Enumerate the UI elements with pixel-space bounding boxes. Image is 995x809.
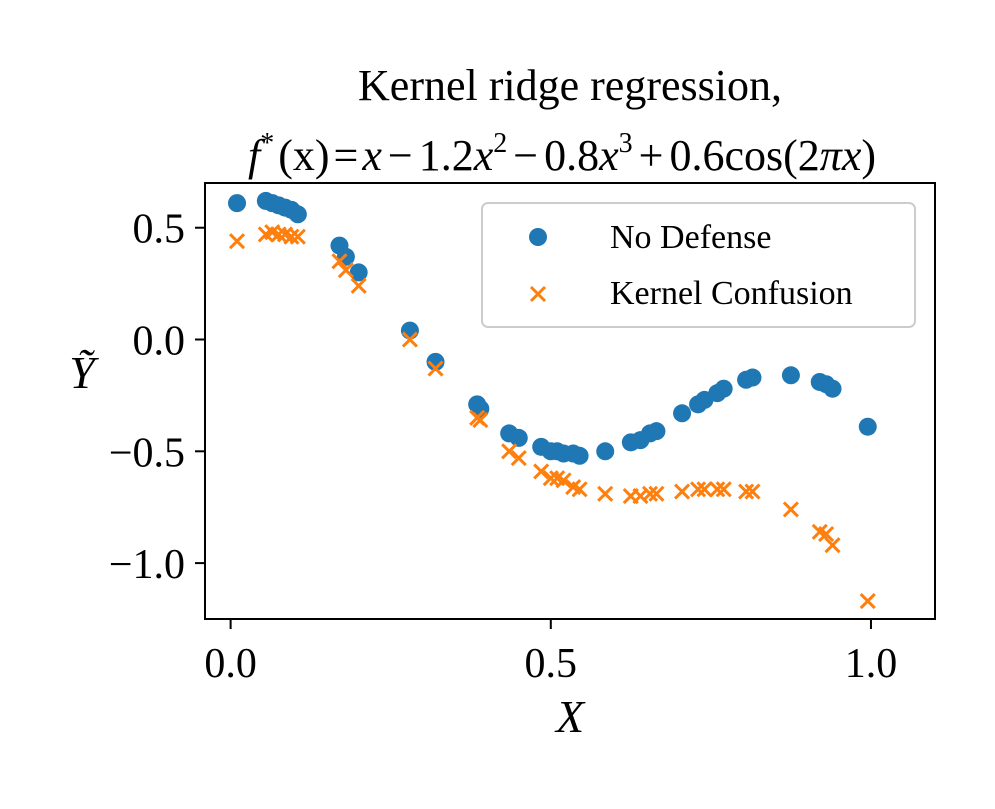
series-0-point-15 [510, 429, 528, 447]
formula-var3: x [598, 131, 619, 180]
formula-coef2: 1.2 [419, 131, 474, 180]
formula-var2: x [473, 131, 494, 180]
chart-subtitle-formula: f*(x)=x −1.2x2−0.8x3 +0.6cos(2πx) [248, 128, 876, 180]
series-0-point-10 [401, 322, 419, 340]
series-1-point-22 [598, 487, 612, 501]
legend-label-kernel-confusion: Kernel Confusion [610, 275, 853, 312]
legend: No Defense Kernel Confusion [482, 203, 915, 327]
series-0-point-31 [715, 380, 733, 398]
chart-title: Kernel ridge regression, [358, 61, 782, 110]
series-0-point-38 [859, 418, 877, 436]
formula-close: ) [861, 131, 876, 180]
formula-pi: π [820, 131, 844, 180]
formula-var4: x [841, 131, 862, 180]
y-tick-label-0: 0.5 [133, 207, 186, 253]
formula-pow3: 3 [619, 128, 633, 159]
x-axis-label: X [554, 691, 586, 742]
formula-coef3: 0.8 [544, 131, 599, 180]
formula-eq: = [334, 131, 359, 180]
formula-arg: (x) [278, 131, 329, 180]
legend-label-no-defense: No Defense [610, 219, 771, 256]
series-1-point-27 [675, 485, 689, 499]
formula-pow2: 2 [493, 128, 507, 159]
legend-marker-no-defense [529, 228, 547, 246]
y-axis-label: Ỹ [69, 347, 99, 398]
series-0-point-34 [782, 366, 800, 384]
formula-t1: x [361, 131, 382, 180]
series-1-point-34 [784, 502, 798, 516]
series-0-point-0 [228, 194, 246, 212]
x-tick-label-1: 0.5 [525, 641, 578, 687]
series-0-point-22 [596, 442, 614, 460]
series-0-point-33 [744, 369, 762, 387]
x-tick-label-2: 1.0 [845, 641, 898, 687]
formula-op1: − [388, 131, 413, 180]
series-0-point-6 [289, 205, 307, 223]
series-0-point-26 [647, 422, 665, 440]
legend-marker-0-shape [529, 228, 547, 246]
series-0-point-37 [824, 380, 842, 398]
series-0-point-21 [571, 447, 589, 465]
y-tick-label-2: −0.5 [109, 430, 185, 476]
formula-star: * [260, 128, 274, 159]
series-1-point-0 [230, 234, 244, 248]
formula-op2: − [513, 131, 538, 180]
formula-coef4: 0.6cos(2 [669, 131, 819, 180]
series-1-point-38 [861, 594, 875, 608]
formula-op3: + [639, 131, 664, 180]
series-0-point-27 [673, 404, 691, 422]
y-tick-label-1: 0.0 [133, 319, 186, 365]
x-tick-label-0: 0.0 [204, 641, 257, 687]
scatter-chart: Kernel ridge regression, f*(x)=x −1.2x2−0… [0, 0, 995, 809]
y-tick-label-3: −1.0 [109, 542, 185, 588]
